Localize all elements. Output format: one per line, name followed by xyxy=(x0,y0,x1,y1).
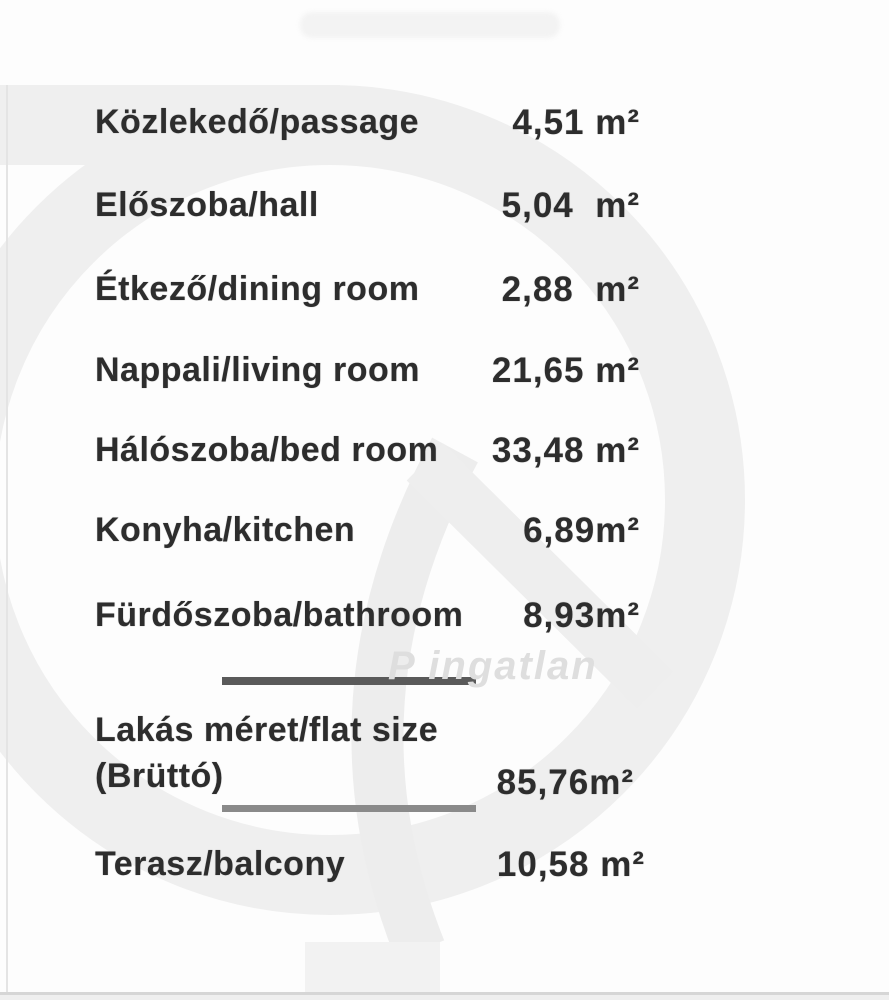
divider-line-top xyxy=(222,677,476,685)
room-label: Nappali/living room xyxy=(95,351,420,389)
room-value: 5,04 m² xyxy=(501,186,640,225)
balcony-value: 10,58 m² xyxy=(496,845,645,884)
room-value: 8,93m² xyxy=(523,596,640,635)
total-label-line1: Lakás méret/flat size xyxy=(95,711,439,749)
total-label-line2: (Brüttó) xyxy=(95,757,224,795)
table-row: Közlekedő/passage 4,51 m² xyxy=(0,103,889,147)
room-value: 2,88 m² xyxy=(501,270,640,309)
scan-smudge-artifact xyxy=(300,12,560,38)
room-label: Közlekedő/passage xyxy=(95,103,420,141)
room-label: Konyha/kitchen xyxy=(95,511,356,549)
room-label: Fürdőszoba/bathroom xyxy=(95,596,464,634)
table-row: Előszoba/hall 5,04 m² xyxy=(0,186,889,230)
room-label: Étkező/dining room xyxy=(95,270,420,308)
balcony-label: Terasz/balcony xyxy=(95,845,346,883)
table-row: Nappali/living room 21,65 m² xyxy=(0,351,889,395)
table-row: Étkező/dining room 2,88 m² xyxy=(0,270,889,314)
room-value: 33,48 m² xyxy=(491,431,640,470)
total-value: 85,76m² xyxy=(496,763,634,802)
scan-patch-artifact xyxy=(305,942,440,992)
room-value: 6,89m² xyxy=(523,511,640,550)
room-label: Hálószoba/bed room xyxy=(95,431,439,469)
room-label: Előszoba/hall xyxy=(95,186,319,224)
scan-edge-line-left xyxy=(6,85,8,992)
scan-edge-line-bottom xyxy=(0,992,889,995)
table-row: Hálószoba/bed room 33,48 m² xyxy=(0,431,889,475)
brutto-underline xyxy=(222,805,476,812)
scan-edge-band-bottom xyxy=(0,995,889,1000)
watermark-text: P ingatlan xyxy=(388,644,598,688)
table-row: Fürdőszoba/bathroom 8,93m² xyxy=(0,596,889,640)
room-value: 4,51 m² xyxy=(512,103,640,142)
room-value: 21,65 m² xyxy=(491,351,640,390)
table-row: Konyha/kitchen 6,89m² xyxy=(0,511,889,555)
